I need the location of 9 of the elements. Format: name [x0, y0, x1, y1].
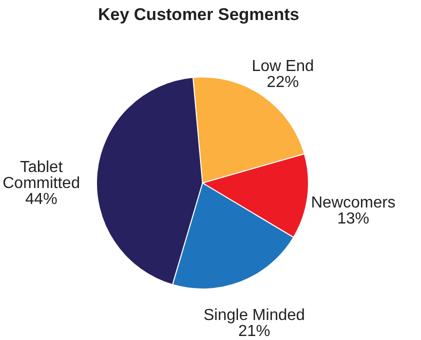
slice-label: Single Minded: [204, 307, 305, 324]
data-label: 44%: [25, 191, 58, 208]
chart-title: Key Customer Segments: [98, 5, 300, 24]
data-label: 13%: [337, 210, 370, 228]
data-label: 21%: [238, 323, 270, 340]
slice-label: Low End: [252, 58, 314, 75]
slice-label: Newcomers: [310, 194, 396, 212]
slice-label: Tablet Committed: [2, 159, 80, 192]
data-label: 22%: [266, 74, 299, 91]
